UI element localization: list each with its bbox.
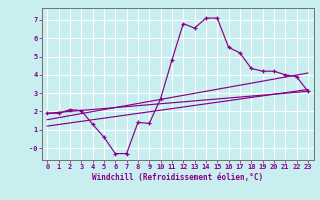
X-axis label: Windchill (Refroidissement éolien,°C): Windchill (Refroidissement éolien,°C) [92,173,263,182]
